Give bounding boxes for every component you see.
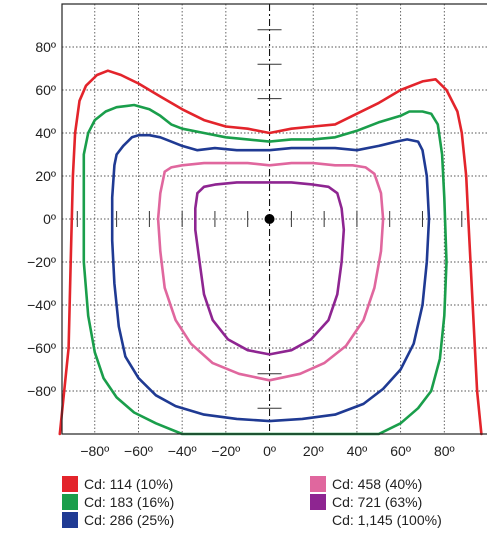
x-tick-label: −20º <box>211 443 240 459</box>
legend-label-cd-721: Cd: 721 (63%) <box>332 494 423 510</box>
legend-item-cd-183: Cd: 183 (16%) <box>62 493 174 511</box>
legend-item-cd-286: Cd: 286 (25%) <box>62 511 174 529</box>
y-tick-label: 0º <box>43 211 56 227</box>
tick-labels: −80º −60º −40º −20º 0º 20º 40º 60º 80º 80º 60º 40º 2… <box>27 39 455 459</box>
center-point <box>264 214 275 224</box>
plot-frame <box>61 3 487 435</box>
x-tick-label: 20º <box>303 443 324 459</box>
legend-item-cd-721: Cd: 721 (63%) <box>310 493 422 511</box>
legend-item-cd-1145: Cd: 1,145 (100%) <box>310 511 442 529</box>
x-tick-label: 80º <box>434 443 455 459</box>
contour-series-1 <box>58 69 483 436</box>
legend-swatch-blue <box>62 512 78 528</box>
contour-series-4 <box>156 161 385 382</box>
legend-swatch-pink <box>310 476 326 492</box>
legend-label-cd-114: Cd: 114 (10%) <box>84 476 174 492</box>
legend-label-cd-1145: Cd: 1,145 (100%) <box>332 512 442 528</box>
x-tick-label: −80º <box>80 443 109 459</box>
legend-swatch-purple <box>310 494 326 510</box>
contour-curves <box>58 69 483 436</box>
y-tick-label: 60º <box>35 82 56 98</box>
legend-label-cd-286: Cd: 286 (25%) <box>84 512 175 528</box>
y-tick-label: −40º <box>27 297 56 313</box>
legend-swatch-none <box>310 512 326 528</box>
y-tick-label: 20º <box>35 168 56 184</box>
legend-label-cd-183: Cd: 183 (16%) <box>84 494 175 510</box>
contour-series-3 <box>110 133 431 423</box>
legend-swatch-red <box>62 476 78 492</box>
contour-series-5 <box>194 181 346 356</box>
y-tick-label: −80º <box>27 383 56 399</box>
x-tick-label: −60º <box>124 443 153 459</box>
legend-item-cd-458: Cd: 458 (40%) <box>310 475 422 493</box>
legend-swatch-green <box>62 494 78 510</box>
contour-series-2 <box>82 103 448 436</box>
y-tick-label: −20º <box>27 254 56 270</box>
legend-label-cd-458: Cd: 458 (40%) <box>332 476 423 492</box>
x-tick-label: 60º <box>390 443 411 459</box>
x-tick-label: 0º <box>263 443 276 459</box>
x-tick-label: 40º <box>347 443 368 459</box>
x-tick-label: −40º <box>168 443 197 459</box>
chart-legend: Cd: 114 (10%) Cd: 183 (16%) Cd: 286 (25%… <box>0 473 487 533</box>
y-tick-label: −60º <box>27 340 56 356</box>
y-tick-label: 80º <box>35 39 56 55</box>
y-tick-label: 40º <box>35 125 56 141</box>
isocandela-chart: −80º −60º −40º −20º 0º 20º 40º 60º 80º 80º 60º 40º 2… <box>27 3 487 459</box>
legend-item-cd-114: Cd: 114 (10%) <box>62 475 173 493</box>
